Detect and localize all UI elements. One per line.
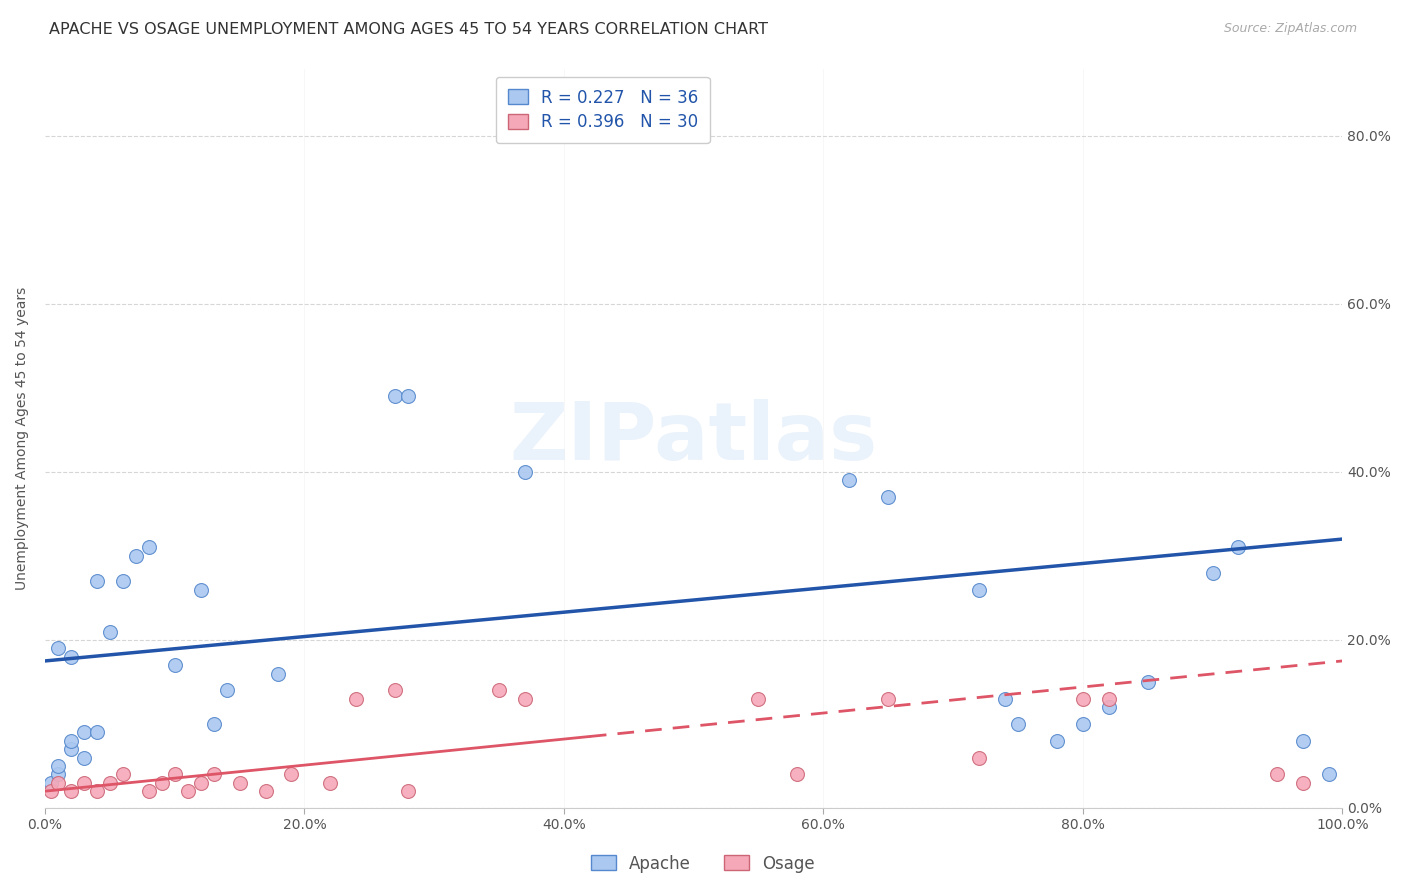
Point bbox=[1136, 675, 1159, 690]
Point bbox=[994, 691, 1017, 706]
Point bbox=[138, 541, 160, 555]
Point bbox=[150, 776, 173, 790]
Point bbox=[176, 784, 198, 798]
Point bbox=[111, 574, 134, 588]
Point bbox=[488, 683, 510, 698]
Text: ZIPatlas: ZIPatlas bbox=[509, 400, 877, 477]
Point bbox=[344, 691, 367, 706]
Point bbox=[59, 649, 82, 664]
Text: Source: ZipAtlas.com: Source: ZipAtlas.com bbox=[1223, 22, 1357, 36]
Point bbox=[280, 767, 302, 781]
Point bbox=[1267, 767, 1289, 781]
Point bbox=[786, 767, 808, 781]
Point bbox=[877, 490, 900, 504]
Point bbox=[86, 725, 108, 739]
Point bbox=[1007, 717, 1029, 731]
Y-axis label: Unemployment Among Ages 45 to 54 years: Unemployment Among Ages 45 to 54 years bbox=[15, 286, 30, 590]
Point bbox=[125, 549, 148, 563]
Point bbox=[1292, 733, 1315, 747]
Point bbox=[228, 776, 250, 790]
Point bbox=[190, 582, 212, 597]
Point bbox=[41, 784, 63, 798]
Point bbox=[190, 776, 212, 790]
Point bbox=[384, 683, 406, 698]
Point bbox=[267, 666, 290, 681]
Point bbox=[46, 641, 69, 656]
Point bbox=[46, 776, 69, 790]
Legend: Apache, Osage: Apache, Osage bbox=[583, 848, 823, 880]
Point bbox=[1071, 717, 1094, 731]
Point bbox=[1201, 566, 1223, 580]
Point bbox=[1098, 691, 1121, 706]
Point bbox=[163, 658, 186, 673]
Point bbox=[513, 691, 536, 706]
Point bbox=[1098, 700, 1121, 714]
Point bbox=[98, 776, 121, 790]
Point bbox=[1046, 733, 1069, 747]
Point bbox=[41, 776, 63, 790]
Point bbox=[73, 776, 96, 790]
Point bbox=[877, 691, 900, 706]
Point bbox=[396, 784, 419, 798]
Point bbox=[1071, 691, 1094, 706]
Point bbox=[319, 776, 342, 790]
Point bbox=[396, 389, 419, 403]
Point bbox=[163, 767, 186, 781]
Point bbox=[747, 691, 769, 706]
Legend: R = 0.227   N = 36, R = 0.396   N = 30: R = 0.227 N = 36, R = 0.396 N = 30 bbox=[496, 77, 710, 143]
Point bbox=[86, 784, 108, 798]
Point bbox=[202, 767, 225, 781]
Point bbox=[967, 582, 990, 597]
Point bbox=[1292, 776, 1315, 790]
Point bbox=[98, 624, 121, 639]
Point bbox=[513, 465, 536, 479]
Point bbox=[111, 767, 134, 781]
Point bbox=[59, 742, 82, 756]
Point bbox=[138, 784, 160, 798]
Point bbox=[46, 767, 69, 781]
Point bbox=[59, 733, 82, 747]
Point bbox=[254, 784, 277, 798]
Point bbox=[202, 717, 225, 731]
Point bbox=[73, 725, 96, 739]
Point bbox=[86, 574, 108, 588]
Point bbox=[59, 784, 82, 798]
Point bbox=[215, 683, 238, 698]
Point bbox=[1317, 767, 1340, 781]
Point bbox=[1227, 541, 1250, 555]
Point bbox=[967, 750, 990, 764]
Point bbox=[384, 389, 406, 403]
Text: APACHE VS OSAGE UNEMPLOYMENT AMONG AGES 45 TO 54 YEARS CORRELATION CHART: APACHE VS OSAGE UNEMPLOYMENT AMONG AGES … bbox=[49, 22, 768, 37]
Point bbox=[73, 750, 96, 764]
Point bbox=[46, 759, 69, 773]
Point bbox=[838, 473, 860, 487]
